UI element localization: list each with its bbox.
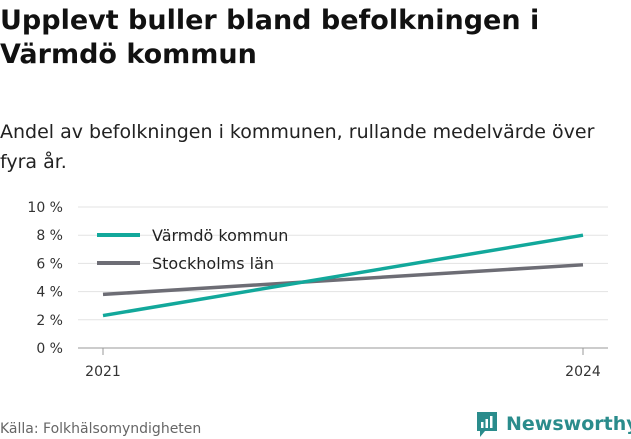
- y-tick-label: 6 %: [36, 256, 63, 272]
- source-note: Källa: Folkhälsomyndigheten: [0, 421, 202, 437]
- brand-logo: Newsworthy: [475, 409, 631, 439]
- brand-name: Newsworthy: [506, 413, 631, 435]
- chart-subtitle: Andel av befolkningen i kommunen, rullan…: [0, 121, 595, 173]
- legend-label: Stockholms län: [152, 254, 274, 273]
- y-tick-label: 4 %: [36, 285, 63, 301]
- y-tick-label: 10 %: [27, 200, 63, 216]
- y-axis-ticks: 0 % 2 % 4 % 6 % 8 % 10 %: [27, 200, 63, 357]
- y-tick-label: 8 %: [36, 228, 63, 244]
- chart-title: Upplevt buller bland befolkningen i Värm…: [0, 5, 540, 70]
- legend: Värmdö kommun Stockholms län: [97, 226, 288, 273]
- x-tick-label: 2021: [85, 364, 121, 380]
- series-line: [102, 263, 584, 297]
- y-tick-label: 2 %: [36, 313, 63, 329]
- y-tick-label: 0 %: [36, 341, 63, 357]
- x-axis-ticks: 2021 2024: [85, 348, 601, 380]
- line-chart: 0 % 2 % 4 % 6 % 8 % 10 % 2021 2024 Värmdö komm…: [27, 200, 608, 380]
- newsworthy-logo-icon: [477, 412, 497, 437]
- x-tick-label: 2024: [565, 364, 601, 380]
- series-line: [102, 233, 584, 318]
- series-lines: [102, 233, 584, 318]
- legend-label: Värmdö kommun: [152, 226, 288, 245]
